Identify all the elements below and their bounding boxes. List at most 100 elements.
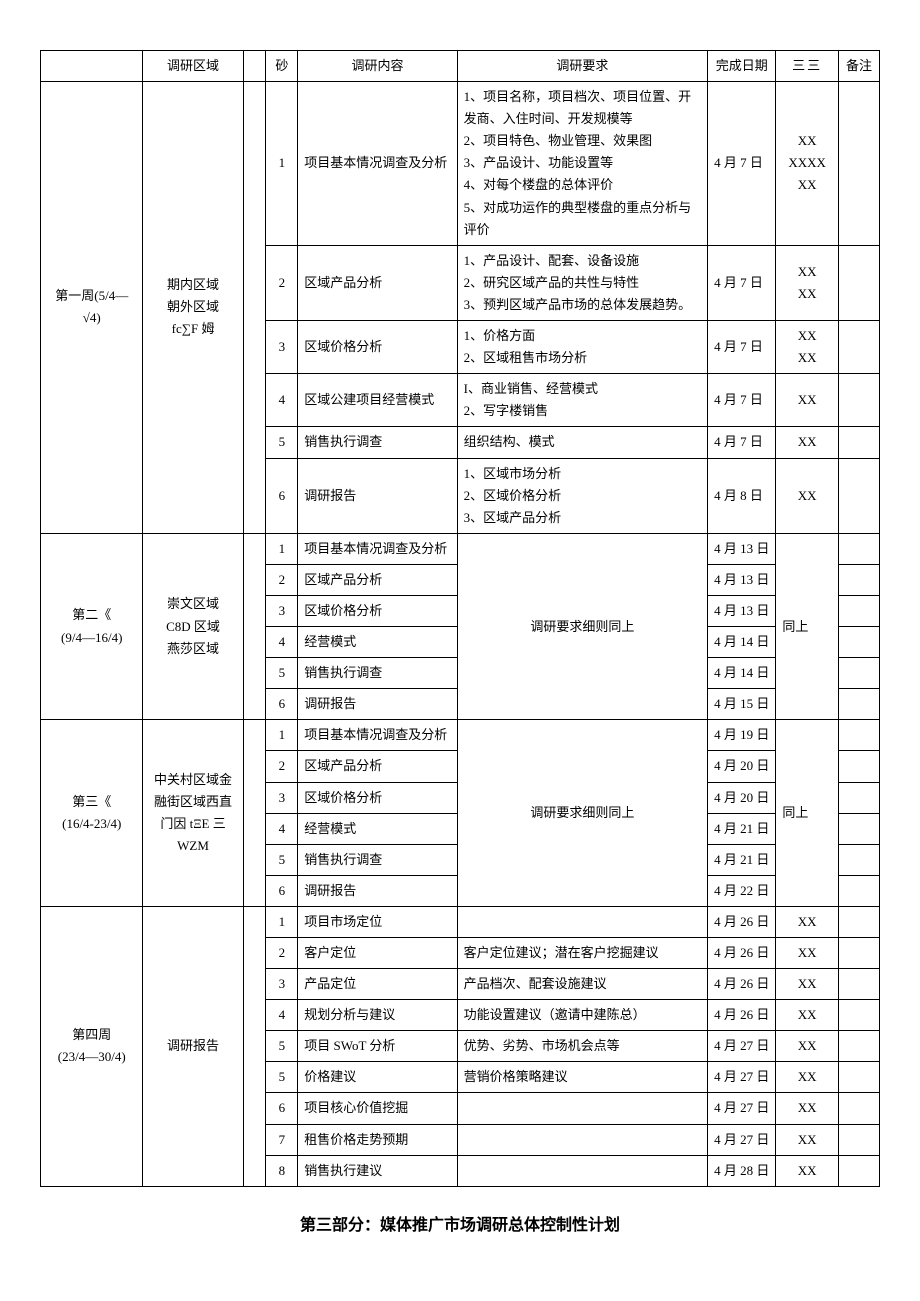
row-date: 4 月 27 日	[708, 1031, 776, 1062]
row-note	[838, 1093, 879, 1124]
row-date: 4 月 20 日	[708, 751, 776, 782]
week2-person: 同上	[776, 533, 839, 720]
row-req: 客户定位建议；潜在客户挖掘建议	[457, 938, 707, 969]
row-content: 区域产品分析	[298, 564, 457, 595]
row-note	[838, 1000, 879, 1031]
row-content: 销售执行建议	[298, 1155, 457, 1186]
row-date: 4 月 19 日	[708, 720, 776, 751]
row-date: 4 月 7 日	[708, 245, 776, 320]
research-plan-table: 调研区域 砂 调研内容 调研要求 完成日期 三三 备注 第一周(5/4—√4) …	[40, 50, 880, 1187]
row-no: 6	[266, 458, 298, 533]
row-content: 经营模式	[298, 627, 457, 658]
row-content: 调研报告	[298, 875, 457, 906]
table-row: 第四周(23/4—30/4) 调研报告 1 项目市场定位 4 月 26 日 XX	[41, 906, 880, 937]
row-content: 销售执行调查	[298, 658, 457, 689]
row-no: 6	[266, 875, 298, 906]
row-no: 4	[266, 627, 298, 658]
row-no: 3	[266, 321, 298, 374]
row-no: 5	[266, 427, 298, 458]
row-person: XX	[776, 374, 839, 427]
row-date: 4 月 26 日	[708, 906, 776, 937]
row-date: 4 月 7 日	[708, 427, 776, 458]
header-req: 调研要求	[457, 51, 707, 82]
row-date: 4 月 27 日	[708, 1124, 776, 1155]
row-note	[838, 813, 879, 844]
row-no: 4	[266, 1000, 298, 1031]
row-no: 6	[266, 689, 298, 720]
row-req: 功能设置建议（邀请中建陈总）	[457, 1000, 707, 1031]
row-note	[838, 938, 879, 969]
row-req: 1、项目名称，项目档次、项目位置、开发商、入住时间、开发规模等2、项目特色、物业…	[457, 82, 707, 246]
row-note	[838, 1062, 879, 1093]
row-person: XX	[776, 1093, 839, 1124]
row-req: 组织结构、模式	[457, 427, 707, 458]
row-date: 4 月 8 日	[708, 458, 776, 533]
week4-area: 调研报告	[143, 906, 243, 1186]
row-no: 5	[266, 1031, 298, 1062]
header-date: 完成日期	[708, 51, 776, 82]
row-date: 4 月 27 日	[708, 1062, 776, 1093]
row-note	[838, 374, 879, 427]
row-person: XX	[776, 1031, 839, 1062]
row-date: 4 月 13 日	[708, 595, 776, 626]
row-req	[457, 1124, 707, 1155]
table-row: 第二《(9/4—16/4) 崇文区域C8D 区域燕莎区域 1 项目基本情况调查及…	[41, 533, 880, 564]
row-no: 6	[266, 1093, 298, 1124]
row-date: 4 月 26 日	[708, 1000, 776, 1031]
row-req: 1、区域市场分析2、区域价格分析3、区域产品分析	[457, 458, 707, 533]
row-person: XX	[776, 969, 839, 1000]
row-no: 1	[266, 82, 298, 246]
week4-label: 第四周(23/4—30/4)	[41, 906, 143, 1186]
row-date: 4 月 13 日	[708, 564, 776, 595]
row-req: 产品档次、配套设施建议	[457, 969, 707, 1000]
blank-cell	[243, 82, 266, 534]
week2-req: 调研要求细则同上	[457, 533, 707, 720]
row-content: 经营模式	[298, 813, 457, 844]
row-note	[838, 321, 879, 374]
row-note	[838, 245, 879, 320]
header-week	[41, 51, 143, 82]
row-date: 4 月 20 日	[708, 782, 776, 813]
row-person: XX	[776, 938, 839, 969]
row-content: 项目基本情况调查及分析	[298, 533, 457, 564]
row-content: 销售执行调查	[298, 844, 457, 875]
row-date: 4 月 28 日	[708, 1155, 776, 1186]
week1-area: 期内区域朝外区域fc∑F 姆	[143, 82, 243, 534]
row-content: 项目市场定位	[298, 906, 457, 937]
row-date: 4 月 21 日	[708, 844, 776, 875]
row-date: 4 月 13 日	[708, 533, 776, 564]
week2-area: 崇文区域C8D 区域燕莎区域	[143, 533, 243, 720]
row-note	[838, 564, 879, 595]
row-no: 8	[266, 1155, 298, 1186]
row-note	[838, 658, 879, 689]
row-no: 2	[266, 245, 298, 320]
row-date: 4 月 7 日	[708, 374, 776, 427]
row-content: 项目 SWoT 分析	[298, 1031, 457, 1062]
row-req	[457, 1093, 707, 1124]
row-person: XXXX	[776, 321, 839, 374]
row-no: 5	[266, 844, 298, 875]
row-note	[838, 458, 879, 533]
row-content: 调研报告	[298, 458, 457, 533]
row-content: 租售价格走势预期	[298, 1124, 457, 1155]
header-content: 调研内容	[298, 51, 457, 82]
row-note	[838, 82, 879, 246]
row-date: 4 月 14 日	[708, 627, 776, 658]
week3-person: 同上	[776, 720, 839, 907]
row-date: 4 月 26 日	[708, 969, 776, 1000]
week1-label: 第一周(5/4—√4)	[41, 82, 143, 534]
row-content: 项目基本情况调查及分析	[298, 82, 457, 246]
row-no: 7	[266, 1124, 298, 1155]
row-content: 调研报告	[298, 689, 457, 720]
row-date: 4 月 27 日	[708, 1093, 776, 1124]
row-no: 5	[266, 658, 298, 689]
row-date: 4 月 7 日	[708, 82, 776, 246]
row-content: 价格建议	[298, 1062, 457, 1093]
row-content: 产品定位	[298, 969, 457, 1000]
week3-req: 调研要求细则同上	[457, 720, 707, 907]
row-date: 4 月 15 日	[708, 689, 776, 720]
row-note	[838, 627, 879, 658]
row-no: 4	[266, 813, 298, 844]
row-person: XX	[776, 1000, 839, 1031]
week2-label: 第二《(9/4—16/4)	[41, 533, 143, 720]
